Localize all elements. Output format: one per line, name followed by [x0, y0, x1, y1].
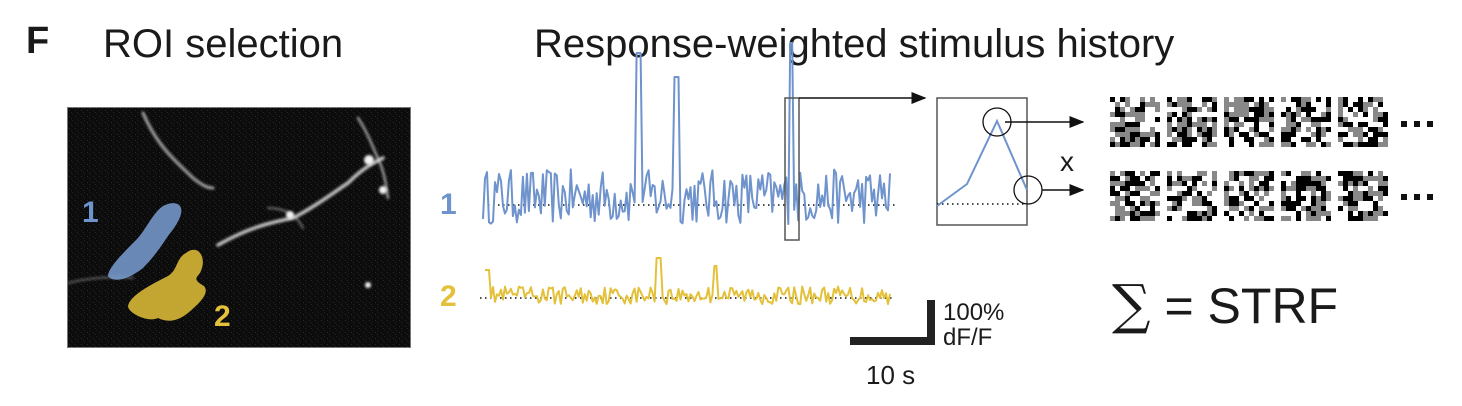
- roi-1-shape[interactable]: [108, 203, 182, 280]
- roi-2-label: 2: [214, 300, 231, 333]
- panel-letter: F: [26, 20, 50, 62]
- roi-selection-title: ROI selection: [103, 22, 344, 66]
- ellipsis-icons: [1401, 121, 1433, 200]
- trace-2-label: 2: [440, 280, 457, 313]
- stimulus-frames: [1110, 97, 1388, 221]
- roi-1-label: 1: [82, 196, 99, 229]
- sigma-icon: ∑: [1112, 273, 1151, 336]
- scale-bar-y-label-2: dF/F: [943, 324, 993, 351]
- strf-label: = STRF: [1164, 278, 1339, 334]
- scale-bar-horizontal: [850, 337, 935, 345]
- trace-2-response: [485, 257, 891, 306]
- scale-bar-y-label-1: 100%: [943, 299, 1005, 326]
- selection-window: [784, 97, 800, 241]
- trace-1-label: 1: [440, 188, 457, 221]
- multiply-symbol: x: [1060, 146, 1074, 177]
- scale-bar-vertical: [927, 300, 935, 345]
- scale-bar-x-label: 10 s: [866, 360, 916, 390]
- strf-equation: ∑ = STRF: [1112, 278, 1338, 332]
- roi-microscopy-image: [67, 107, 411, 348]
- late-circle: [1013, 175, 1043, 205]
- dendrite-image: [68, 108, 410, 347]
- trace-1-response: [482, 42, 891, 226]
- roi-2-shape[interactable]: [128, 249, 206, 321]
- inset-response-curve: [936, 118, 1028, 207]
- inset-response-box: [936, 97, 1028, 226]
